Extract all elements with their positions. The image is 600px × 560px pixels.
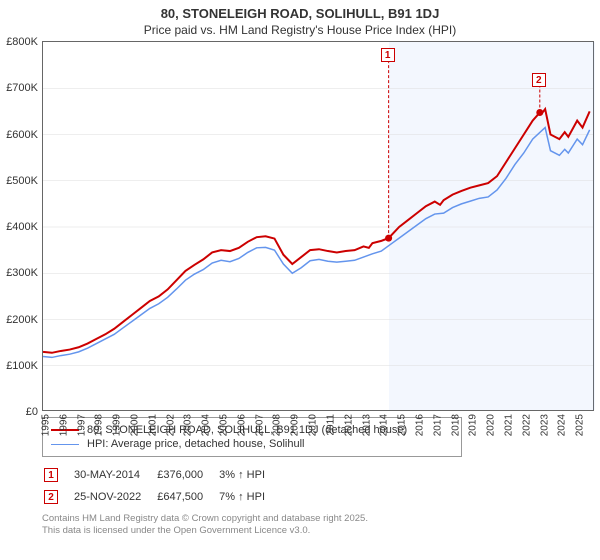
- x-axis-label: 2019: [468, 414, 479, 436]
- chart-title-block: 80, STONELEIGH ROAD, SOLIHULL, B91 1DJ P…: [0, 0, 600, 37]
- x-axis-label: 2024: [557, 414, 568, 436]
- y-axis-label: £100K: [6, 360, 38, 372]
- sale-price: £376,000: [157, 465, 217, 485]
- x-axis-label: 2010: [308, 414, 319, 436]
- sale-marker-icon: 2: [44, 490, 58, 504]
- x-axis-label: 2000: [130, 414, 141, 436]
- chart-footer: Contains HM Land Registry data © Crown c…: [42, 513, 600, 538]
- series-line: [43, 128, 590, 358]
- x-axis-label: 2015: [397, 414, 408, 436]
- x-axis-label: 2017: [432, 414, 443, 436]
- x-axis-label: 2006: [236, 414, 247, 436]
- legend-row: HPI: Average price, detached house, Soli…: [51, 438, 453, 450]
- x-axis-label: 2002: [165, 414, 176, 436]
- sale-delta: 7% ↑ HPI: [219, 487, 279, 507]
- y-axis-label: £800K: [6, 36, 38, 48]
- x-axis-label: 2004: [201, 414, 212, 436]
- x-axis-label: 1998: [94, 414, 105, 436]
- table-row: 2 25-NOV-2022£647,5007% ↑ HPI: [44, 487, 279, 507]
- y-axis-label: £400K: [6, 221, 38, 233]
- chart-title-line2: Price paid vs. HM Land Registry's House …: [0, 23, 600, 37]
- x-axis-label: 2023: [539, 414, 550, 436]
- sale-price: £647,500: [157, 487, 217, 507]
- series-line: [43, 109, 590, 353]
- y-axis-label: £0: [26, 406, 38, 418]
- x-axis-label: 2012: [343, 414, 354, 436]
- x-axis-label: 2011: [325, 414, 336, 436]
- y-axis-label: £700K: [6, 82, 38, 94]
- x-axis-label: 2022: [521, 414, 532, 436]
- x-axis-label: 2007: [254, 414, 265, 436]
- footer-line2: This data is licensed under the Open Gov…: [42, 525, 600, 537]
- x-axis-label: 2005: [219, 414, 230, 436]
- x-axis-label: 2009: [290, 414, 301, 436]
- x-axis-label: 2003: [183, 414, 194, 436]
- footer-line1: Contains HM Land Registry data © Crown c…: [42, 513, 600, 525]
- legend-label: HPI: Average price, detached house, Soli…: [87, 438, 305, 450]
- chart-marker: 1: [381, 48, 395, 62]
- chart-marker: 2: [532, 73, 546, 87]
- chart-plot-area: £0£100K£200K£300K£400K£500K£600K£700K£80…: [42, 41, 594, 411]
- x-axis-label: 2018: [450, 414, 461, 436]
- chart-svg: [43, 42, 593, 410]
- x-axis-label: 2014: [379, 414, 390, 436]
- sales-table: 1 30-MAY-2014£376,0003% ↑ HPI 2 25-NOV-2022…: [42, 463, 281, 509]
- x-axis-label: 2016: [414, 414, 425, 436]
- x-axis-label: 1995: [41, 414, 52, 436]
- x-axis-label: 2001: [147, 414, 158, 436]
- sale-date: 25-NOV-2022: [74, 487, 155, 507]
- y-axis-label: £300K: [6, 267, 38, 279]
- x-axis-label: 2021: [503, 414, 514, 436]
- sale-date: 30-MAY-2014: [74, 465, 155, 485]
- x-axis-label: 2025: [575, 414, 586, 436]
- chart-title-line1: 80, STONELEIGH ROAD, SOLIHULL, B91 1DJ: [0, 6, 600, 21]
- x-axis-label: 1996: [58, 414, 69, 436]
- x-axis-label: 2008: [272, 414, 283, 436]
- x-axis-label: 2020: [486, 414, 497, 436]
- sale-marker-icon: 1: [44, 468, 58, 482]
- x-axis-label: 2013: [361, 414, 372, 436]
- y-axis-label: £600K: [6, 129, 38, 141]
- x-axis-label: 1997: [76, 414, 87, 436]
- y-axis-label: £200K: [6, 314, 38, 326]
- y-axis-label: £500K: [6, 175, 38, 187]
- legend-swatch: [51, 444, 79, 445]
- x-axis-label: 1999: [112, 414, 123, 436]
- sale-delta: 3% ↑ HPI: [219, 465, 279, 485]
- table-row: 1 30-MAY-2014£376,0003% ↑ HPI: [44, 465, 279, 485]
